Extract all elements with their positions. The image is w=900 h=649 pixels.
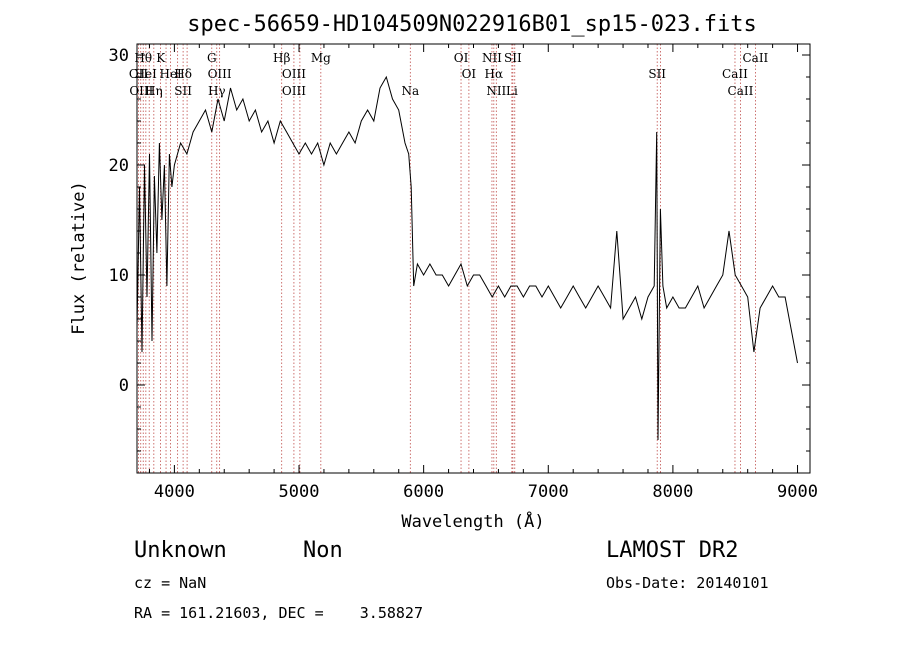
line-label: OIII bbox=[208, 67, 232, 81]
x-tick-label: 4000 bbox=[154, 482, 195, 502]
line-label: Mg bbox=[311, 51, 331, 65]
line-label: Hβ bbox=[273, 51, 290, 65]
line-label: G bbox=[207, 51, 217, 65]
line-label: Li bbox=[506, 84, 518, 98]
y-axis-label: Flux (relative) bbox=[69, 181, 89, 335]
line-label: NII bbox=[482, 51, 502, 65]
subclass-label: Non bbox=[303, 538, 343, 563]
line-label: Hα bbox=[485, 67, 504, 81]
x-axis-label: Wavelength (Å) bbox=[401, 510, 544, 532]
line-label: HeI bbox=[159, 67, 182, 81]
line-label: Hδ bbox=[174, 67, 192, 81]
line-label: Hγ bbox=[208, 84, 226, 98]
line-label: SII bbox=[648, 67, 666, 81]
y-tick-label: 10 bbox=[109, 266, 129, 286]
chart-title: spec-56659-HD104509N022916B01_sp15-023.f… bbox=[187, 12, 757, 37]
class-label: Unknown bbox=[134, 538, 227, 563]
y-tick-label: 20 bbox=[109, 156, 129, 176]
line-label: CaII bbox=[742, 51, 768, 65]
x-tick-label: 5000 bbox=[279, 482, 320, 502]
obs-date: Obs-Date: 20140101 bbox=[606, 574, 769, 592]
line-label: CaII bbox=[722, 67, 748, 81]
line-label: CaII bbox=[728, 84, 754, 98]
x-axis-ticks: 4000 5000 6000 7000 8000 9000 bbox=[148, 44, 818, 502]
line-label: OIII bbox=[282, 67, 306, 81]
line-labels: OIIOIIIHθHeIHηKHeIHδSIIGOIIIHγHβOIIIOIII… bbox=[129, 51, 769, 98]
line-label: OIII bbox=[282, 84, 306, 98]
line-markers bbox=[138, 44, 756, 473]
x-tick-label: 6000 bbox=[403, 482, 444, 502]
x-tick-label: 9000 bbox=[777, 482, 818, 502]
line-label: OII bbox=[129, 67, 149, 81]
line-label: OI bbox=[462, 67, 477, 81]
line-label: SII bbox=[504, 51, 522, 65]
line-label: NII bbox=[486, 84, 506, 98]
coords-text: RA = 161.21603, DEC = 3.58827 bbox=[134, 604, 423, 622]
line-label: OI bbox=[454, 51, 469, 65]
line-label: SII bbox=[174, 84, 192, 98]
survey-label: LAMOST DR2 bbox=[606, 538, 739, 563]
x-tick-label: 8000 bbox=[652, 482, 693, 502]
line-label: K bbox=[156, 51, 166, 65]
line-label: Na bbox=[401, 84, 419, 98]
spectrum-line bbox=[136, 75, 798, 441]
x-tick-label: 7000 bbox=[528, 482, 569, 502]
y-tick-label: 0 bbox=[119, 376, 129, 396]
line-label: HeI bbox=[135, 67, 158, 81]
y-axis-ticks: 0 10 20 30 bbox=[109, 46, 810, 452]
line-label: Hη bbox=[145, 84, 163, 98]
y-tick-label: 30 bbox=[109, 46, 129, 66]
line-label: OIII bbox=[129, 84, 153, 98]
cz-text: cz = NaN bbox=[134, 574, 207, 592]
